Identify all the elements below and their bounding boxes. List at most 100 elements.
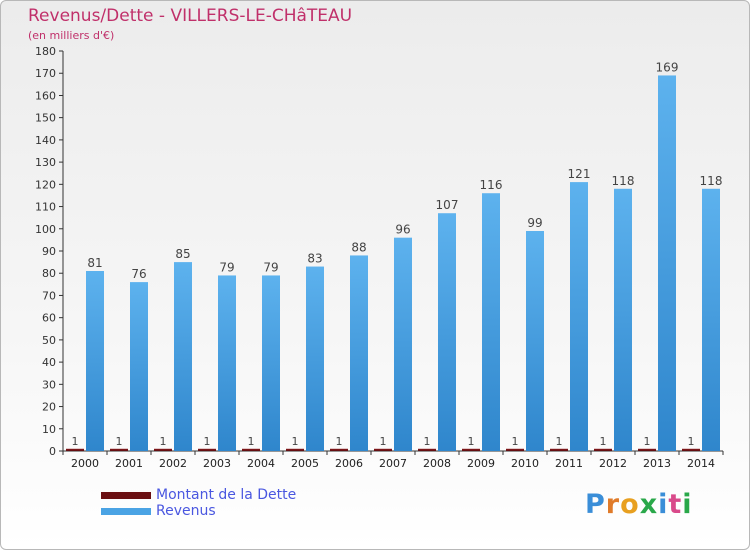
- y-tick-label-180: 180: [35, 45, 56, 58]
- y-tick-label-120: 120: [35, 178, 56, 191]
- bar-revenus-2014: [702, 188, 720, 451]
- y-tick-label-0: 0: [49, 445, 56, 458]
- data-label-dette-2013: 1: [644, 435, 651, 448]
- bar-revenus-2000: [86, 271, 104, 451]
- y-tick-label-10: 10: [42, 423, 56, 436]
- data-label-revenus-2001: 76: [131, 267, 146, 281]
- legend: Montant de la Dette Revenus: [101, 487, 296, 519]
- y-tick-label-110: 110: [35, 201, 56, 214]
- legend-label-revenus: Revenus: [156, 503, 216, 519]
- bar-revenus-2002: [174, 262, 192, 451]
- legend-label-dette: Montant de la Dette: [156, 487, 297, 503]
- y-tick-label-80: 80: [42, 267, 56, 280]
- data-label-revenus-2002: 85: [175, 247, 190, 261]
- y-tick-label-40: 40: [42, 356, 56, 369]
- data-label-dette-2012: 1: [600, 435, 607, 448]
- bar-revenus-2004: [262, 275, 280, 451]
- x-tick-label-2009: 2009: [467, 457, 495, 470]
- x-tick-label-2012: 2012: [599, 457, 627, 470]
- x-tick-label-2011: 2011: [555, 457, 583, 470]
- bar-dette-2012: [594, 448, 612, 451]
- x-tick-label-2010: 2010: [511, 457, 539, 470]
- data-label-revenus-2014: 118: [700, 174, 723, 188]
- x-tick-label-2002: 2002: [159, 457, 187, 470]
- data-label-dette-2007: 1: [380, 435, 387, 448]
- data-label-dette-2014: 1: [688, 435, 695, 448]
- bar-dette-2001: [110, 448, 128, 451]
- bar-dette-2008: [418, 448, 436, 451]
- x-tick-label-2013: 2013: [643, 457, 671, 470]
- data-label-dette-2002: 1: [160, 435, 167, 448]
- data-label-dette-2006: 1: [336, 435, 343, 448]
- x-tick-label-2008: 2008: [423, 457, 451, 470]
- bar-revenus-2011: [570, 182, 588, 451]
- x-tick-label-2005: 2005: [291, 457, 319, 470]
- bar-revenus-2005: [306, 266, 324, 451]
- y-tick-label-70: 70: [42, 289, 56, 302]
- data-label-dette-2011: 1: [556, 435, 563, 448]
- data-label-dette-2005: 1: [292, 435, 299, 448]
- bar-dette-2002: [154, 448, 172, 451]
- data-label-revenus-2000: 81: [87, 256, 102, 270]
- data-label-revenus-2005: 83: [307, 252, 322, 266]
- bar-dette-2009: [462, 448, 480, 451]
- data-label-revenus-2010: 99: [527, 216, 542, 230]
- bar-dette-2003: [198, 448, 216, 451]
- x-tick-label-2007: 2007: [379, 457, 407, 470]
- bar-revenus-2008: [438, 213, 456, 451]
- data-label-revenus-2007: 96: [395, 223, 410, 237]
- bar-revenus-2006: [350, 255, 368, 451]
- bar-dette-2013: [638, 448, 656, 451]
- y-tick-label-160: 160: [35, 89, 56, 102]
- bar-revenus-2007: [394, 237, 412, 451]
- bar-dette-2004: [242, 448, 260, 451]
- data-label-revenus-2004: 79: [263, 260, 278, 274]
- bar-dette-2006: [330, 448, 348, 451]
- x-tick-label-2006: 2006: [335, 457, 363, 470]
- y-tick-label-20: 20: [42, 401, 56, 414]
- bar-dette-2000: [66, 448, 84, 451]
- data-label-dette-2009: 1: [468, 435, 475, 448]
- legend-swatch-revenus: [101, 507, 151, 515]
- data-label-dette-2001: 1: [116, 435, 123, 448]
- data-label-revenus-2006: 88: [351, 240, 366, 254]
- y-tick-label-130: 130: [35, 156, 56, 169]
- x-tick-label-2003: 2003: [203, 457, 231, 470]
- y-tick-label-60: 60: [42, 312, 56, 325]
- data-label-revenus-2003: 79: [219, 260, 234, 274]
- bar-revenus-2010: [526, 231, 544, 451]
- legend-swatch-dette: [101, 491, 151, 499]
- legend-item-revenus: Revenus: [101, 503, 296, 519]
- data-label-dette-2004: 1: [248, 435, 255, 448]
- y-tick-label-50: 50: [42, 334, 56, 347]
- y-tick-label-100: 100: [35, 223, 56, 236]
- data-label-revenus-2009: 116: [480, 178, 503, 192]
- data-label-revenus-2011: 121: [568, 167, 591, 181]
- x-tick-label-2001: 2001: [115, 457, 143, 470]
- bar-revenus-2003: [218, 275, 236, 451]
- y-tick-label-170: 170: [35, 67, 56, 80]
- bar-dette-2005: [286, 448, 304, 451]
- chart-subtitle: (en milliers d'€): [28, 29, 115, 42]
- data-label-revenus-2013: 169: [656, 60, 679, 74]
- data-label-revenus-2008: 107: [436, 198, 459, 212]
- data-label-revenus-2012: 118: [612, 174, 635, 188]
- bar-revenus-2012: [614, 188, 632, 451]
- bar-revenus-2009: [482, 193, 500, 451]
- data-label-dette-2008: 1: [424, 435, 431, 448]
- data-label-dette-2000: 1: [72, 435, 79, 448]
- proxiti-logo: Proxiti: [585, 489, 693, 520]
- bar-dette-2010: [506, 448, 524, 451]
- x-tick-label-2000: 2000: [71, 457, 99, 470]
- data-label-dette-2010: 1: [512, 435, 519, 448]
- y-tick-label-140: 140: [35, 134, 56, 147]
- legend-item-dette: Montant de la Dette: [101, 487, 296, 503]
- x-tick-label-2014: 2014: [687, 457, 715, 470]
- bar-revenus-2001: [130, 282, 148, 451]
- x-tick-label-2004: 2004: [247, 457, 275, 470]
- bar-dette-2014: [682, 448, 700, 451]
- bar-revenus-2013: [658, 75, 676, 451]
- chart-title: Revenus/Dette - VILLERS-LE-CHâTEAU: [28, 6, 353, 26]
